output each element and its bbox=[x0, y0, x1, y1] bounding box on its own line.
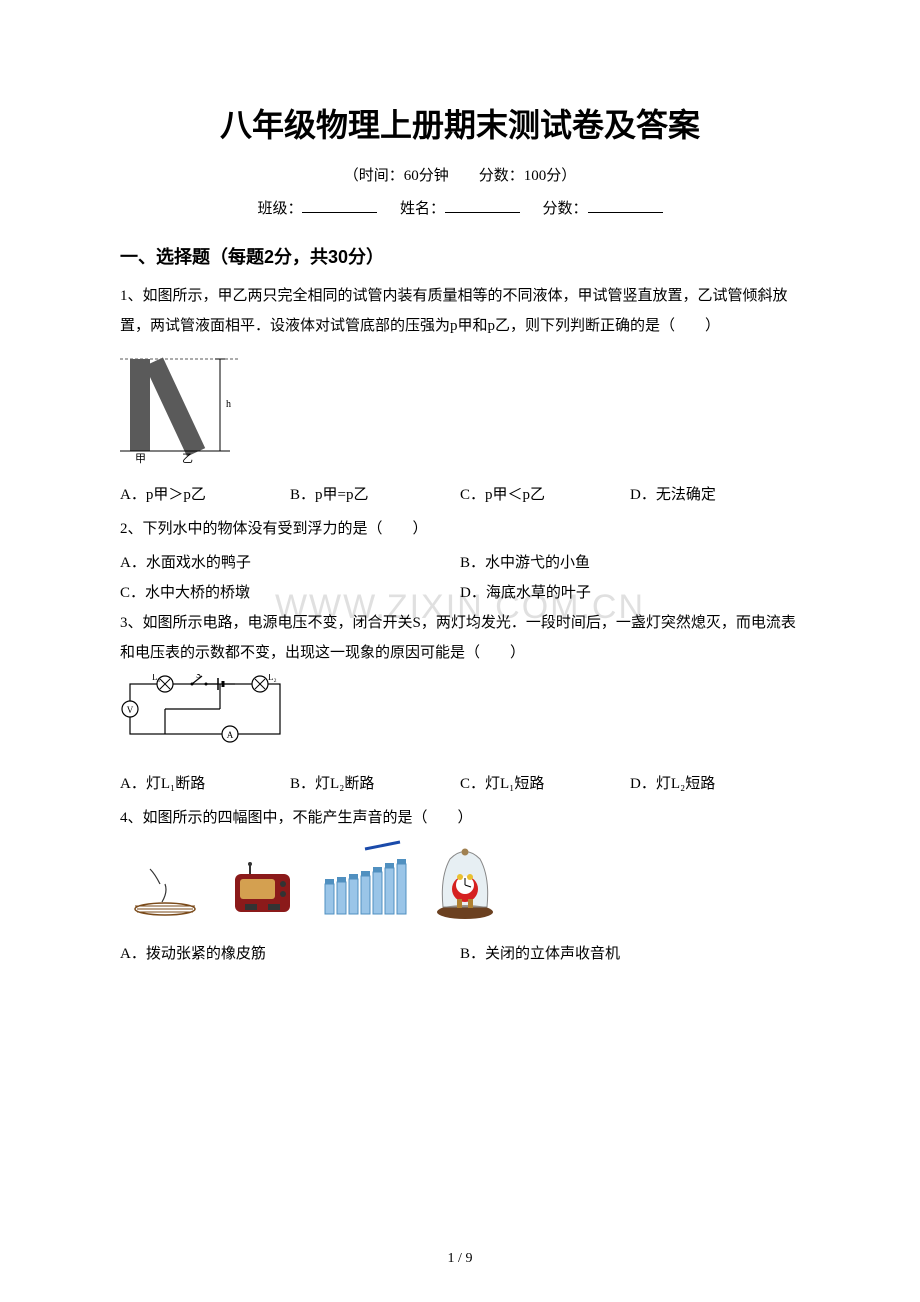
q4-option-a: A．拨动张紧的橡皮筋 bbox=[120, 939, 460, 969]
q3-option-c: C．灯L₁短路 bbox=[460, 769, 630, 799]
score-blank bbox=[588, 197, 663, 213]
class-label: 班级： bbox=[257, 201, 302, 217]
student-info-line: 班级： 姓名： 分数： bbox=[120, 197, 800, 218]
question-4-figure bbox=[120, 839, 800, 929]
question-3-text: 3、如图所示电路，电源电压不变，闭合开关S，两灯均发光．一段时间后，一盏灯突然熄… bbox=[120, 608, 800, 668]
question-1-options: A．p甲＞p乙 B．p甲=p乙 C．p甲＜p乙 D．无法确定 bbox=[120, 480, 800, 510]
svg-text:S: S bbox=[196, 674, 201, 680]
q2-option-d: D．海底水草的叶子 bbox=[460, 578, 800, 608]
q3-option-a: A．灯L₁断路 bbox=[120, 769, 290, 799]
q1-option-a: A．p甲＞p乙 bbox=[120, 480, 290, 510]
class-blank bbox=[302, 197, 377, 213]
question-1-figure: h 甲 乙 bbox=[120, 347, 800, 470]
svg-text:h: h bbox=[226, 399, 231, 410]
svg-text:L₁: L₁ bbox=[152, 674, 161, 682]
q2-option-c: C．水中大桥的桥墩 bbox=[120, 578, 460, 608]
score-label: 分数： bbox=[543, 201, 588, 217]
svg-text:V: V bbox=[127, 705, 134, 715]
q1-option-b: B．p甲=p乙 bbox=[290, 480, 460, 510]
name-label: 姓名： bbox=[400, 201, 445, 217]
svg-text:乙: 乙 bbox=[182, 452, 193, 465]
question-3-figure: V L₁ S L₂ A bbox=[120, 674, 800, 759]
svg-text:A: A bbox=[227, 730, 234, 740]
name-blank bbox=[445, 197, 520, 213]
q2-option-b: B．水中游弋的小鱼 bbox=[460, 548, 800, 578]
question-3-options: A．灯L₁断路 B．灯L₂断路 C．灯L₁短路 D．灯L₂短路 bbox=[120, 769, 800, 799]
svg-text:甲: 甲 bbox=[135, 453, 146, 465]
question-1-text: 1、如图所示，甲乙两只完全相同的试管内装有质量相等的不同液体，甲试管竖直放置，乙… bbox=[120, 281, 800, 341]
exam-subtitle: （时间：60分钟 分数：100分） bbox=[120, 164, 800, 185]
q1-option-d: D．无法确定 bbox=[630, 480, 800, 510]
page-number: 1 / 9 bbox=[448, 1251, 473, 1267]
q4-option-b: B．关闭的立体声收音机 bbox=[460, 939, 800, 969]
question-4-options: A．拨动张紧的橡皮筋 B．关闭的立体声收音机 bbox=[120, 939, 800, 969]
q3-option-d: D．灯L₂短路 bbox=[630, 769, 800, 799]
question-2-options: A．水面戏水的鸭子 B．水中游弋的小鱼 C．水中大桥的桥墩 D．海底水草的叶子 bbox=[120, 548, 800, 608]
svg-text:L₂: L₂ bbox=[268, 674, 277, 682]
section-1-header: 一、选择题（每题2分，共30分） bbox=[120, 243, 800, 269]
q2-option-a: A．水面戏水的鸭子 bbox=[120, 548, 460, 578]
question-2-text: 2、下列水中的物体没有受到浮力的是（ ） bbox=[120, 514, 800, 544]
q1-option-c: C．p甲＜p乙 bbox=[460, 480, 630, 510]
page-title: 八年级物理上册期末测试卷及答案 bbox=[120, 100, 800, 146]
question-4-text: 4、如图所示的四幅图中，不能产生声音的是（ ） bbox=[120, 803, 800, 833]
q3-option-b: B．灯L₂断路 bbox=[290, 769, 460, 799]
